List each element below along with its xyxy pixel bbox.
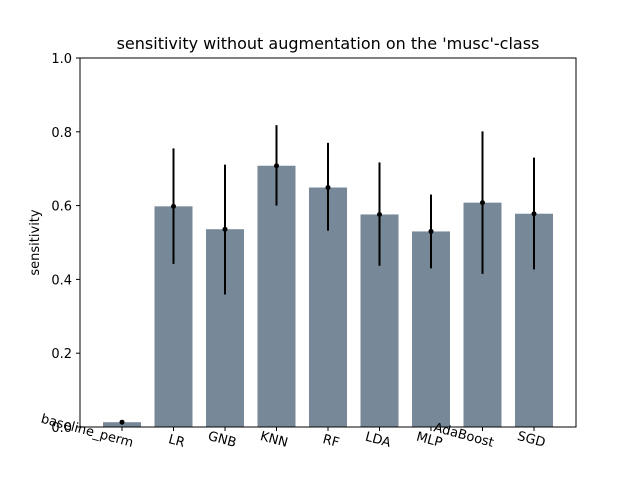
- y-tick-label-1: 0.2: [51, 347, 72, 362]
- error-bars-group: [119, 125, 537, 425]
- bar-KNN: [257, 165, 296, 428]
- x-tick-label-LDA: LDA: [363, 430, 392, 451]
- x-tick-label-KNN: KNN: [258, 429, 289, 451]
- x-tick-label-GNB: GNB: [206, 429, 238, 451]
- mean-point-KNN: [274, 163, 279, 169]
- chart-title: sensitivity without augmentation on the …: [117, 34, 540, 53]
- y-tick-label-5: 1.0: [51, 52, 72, 67]
- mean-point-LDA: [377, 211, 382, 217]
- y-tick-label-3: 0.6: [51, 200, 72, 215]
- mean-point-SGD: [531, 211, 537, 217]
- mean-point-MLP: [428, 228, 434, 234]
- y-axis-label: sensitivity: [28, 209, 43, 276]
- y-tick-label-2: 0.4: [51, 273, 72, 288]
- mean-point-RF: [325, 185, 331, 191]
- y-tick-label-4: 0.8: [51, 126, 72, 141]
- mean-point-baseline_perm: [119, 419, 125, 425]
- y-axis: 0.0 0.2 0.4 0.6 0.8 1.0: [51, 52, 80, 436]
- x-tick-label-RF: RF: [321, 432, 341, 451]
- mean-point-LR: [171, 203, 176, 209]
- mean-point-GNB: [222, 226, 228, 232]
- x-tick-label-MLP: MLP: [415, 430, 444, 451]
- mean-point-AdaBoost: [480, 200, 485, 206]
- y-tick-label-0: 0.0: [51, 421, 72, 436]
- x-tick-label-SGD: SGD: [516, 429, 547, 451]
- x-tick-label-LR: LR: [167, 432, 187, 451]
